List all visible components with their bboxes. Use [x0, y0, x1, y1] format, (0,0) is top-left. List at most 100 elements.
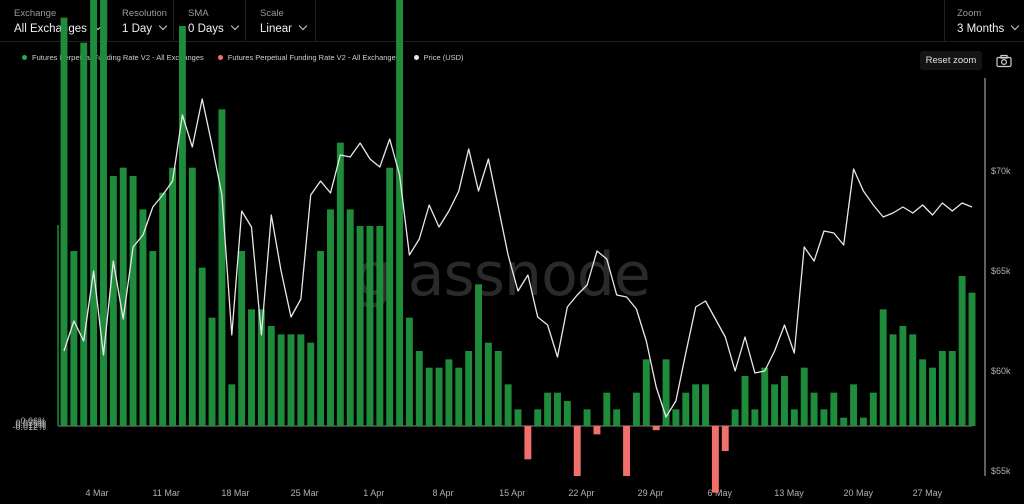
funding-bar-negative — [652, 426, 660, 431]
x-tick-label: 18 Mar — [221, 488, 249, 498]
funding-bar-positive — [60, 17, 68, 426]
exchange-label: Exchange — [14, 8, 57, 19]
funding-bar-positive — [80, 42, 88, 426]
x-tick-label: 8 Apr — [432, 488, 453, 498]
funding-bar-positive — [149, 251, 157, 426]
funding-bar-positive — [90, 0, 98, 426]
funding-bar-positive — [632, 392, 640, 426]
funding-bar-positive — [475, 284, 482, 426]
funding-bar-positive — [198, 267, 206, 426]
funding-bar-positive — [672, 409, 680, 426]
y-left-tick-label: -0.012% — [12, 422, 46, 432]
funding-bar-positive — [238, 251, 246, 426]
x-tick-label: 13 May — [774, 488, 804, 498]
funding-bar-positive — [761, 367, 769, 426]
funding-bar-positive — [919, 359, 927, 426]
funding-bar-positive — [119, 167, 127, 426]
funding-bar-positive — [929, 367, 936, 426]
funding-bar-positive — [899, 326, 907, 426]
funding-bar-positive — [544, 392, 552, 426]
sma-label: SMA — [188, 8, 209, 19]
funding-bar-negative — [573, 426, 581, 476]
scale-label: Scale — [260, 8, 284, 19]
funding-bar-positive — [218, 109, 226, 426]
scale-value: Linear — [260, 23, 292, 35]
funding-bar-positive — [790, 409, 798, 426]
y-right-tick-label: $70k — [991, 166, 1011, 176]
sma-select[interactable]: SMA 0 Days — [174, 0, 246, 42]
legend-dot-price — [413, 55, 419, 60]
funding-bar-positive — [642, 359, 650, 426]
y-left-tick-label: 0.06% — [20, 416, 46, 426]
funding-bar-positive — [879, 309, 887, 426]
chart-legend: Futures Perpetual Funding Rate V2 - All … — [22, 53, 464, 62]
funding-bar-positive — [889, 334, 897, 426]
funding-bar-positive — [109, 176, 117, 426]
funding-bar-positive — [100, 0, 107, 426]
funding-bar-positive — [909, 334, 917, 426]
funding-bar-positive — [465, 351, 473, 426]
funding-bar-positive — [208, 317, 216, 426]
y-right-tick-label: $65k — [991, 266, 1011, 276]
funding-bar-positive — [169, 167, 177, 426]
sma-value: 0 Days — [188, 23, 224, 35]
legend-item-negative[interactable]: Futures Perpetual Funding Rate V2 - All … — [217, 53, 400, 62]
resolution-select[interactable]: Resolution 1 Day — [108, 0, 174, 42]
funding-bar-positive — [850, 384, 858, 426]
funding-bar-positive — [968, 292, 976, 426]
funding-bar-positive — [938, 351, 946, 426]
x-tick-label: 27 May — [913, 488, 943, 498]
funding-bar-negative — [623, 426, 631, 476]
x-tick-label: 25 Mar — [291, 488, 319, 498]
camera-icon[interactable] — [996, 54, 1012, 68]
reset-zoom-button[interactable]: Reset zoom — [920, 51, 982, 70]
funding-bar-negative — [524, 426, 532, 460]
legend-dot-positive — [22, 55, 27, 60]
funding-bar-positive — [563, 401, 571, 426]
y-left-tick-label: 0.012% — [15, 420, 46, 430]
funding-bar-positive — [820, 409, 828, 426]
funding-bar-positive — [455, 367, 463, 426]
funding-bar-positive — [228, 384, 236, 426]
funding-bar-positive — [830, 392, 838, 426]
x-tick-label: 22 Apr — [568, 488, 594, 498]
funding-bar-positive — [504, 384, 512, 426]
legend-label-price: Price (USD) — [423, 53, 464, 62]
legend-item-positive[interactable]: Futures Perpetual Funding Rate V2 - All … — [22, 53, 204, 62]
resolution-label: Resolution — [122, 8, 167, 19]
funding-bar-positive — [484, 342, 492, 426]
funding-bar-negative — [721, 426, 729, 451]
funding-bar-positive — [386, 167, 394, 426]
funding-bar-positive — [771, 384, 779, 426]
legend-item-price[interactable]: Price (USD) — [413, 53, 464, 62]
funding-bar-positive — [248, 309, 255, 426]
funding-bar-positive — [327, 209, 334, 426]
funding-bar-positive — [751, 409, 759, 426]
funding-bar-positive — [554, 392, 561, 426]
legend-label-positive: Futures Perpetual Funding Rate V2 - All … — [32, 53, 204, 62]
funding-bar-positive — [948, 351, 956, 426]
funding-bar-positive — [267, 326, 275, 426]
funding-bar-positive — [613, 409, 621, 426]
zoom-label: Zoom — [957, 8, 982, 19]
exchange-value: All Exchanges — [14, 23, 87, 35]
funding-bar-positive — [178, 26, 186, 427]
funding-bar-positive — [376, 226, 384, 426]
funding-bar-positive — [159, 192, 167, 426]
zoom-select[interactable]: Zoom 3 Months — [944, 0, 1024, 42]
x-tick-label: 11 Mar — [153, 488, 180, 498]
exchange-select[interactable]: Exchange All Exchanges — [0, 0, 108, 42]
funding-bar-negative — [711, 426, 719, 493]
legend-label-negative: Futures Perpetual Funding Rate V2 - All … — [227, 53, 400, 62]
funding-bar-positive — [139, 209, 147, 426]
funding-bar-positive — [662, 359, 670, 426]
funding-bar-positive — [800, 367, 808, 426]
resolution-value: 1 Day — [122, 23, 153, 35]
scale-select[interactable]: Scale Linear — [246, 0, 316, 42]
funding-bar-positive — [277, 334, 285, 426]
funding-bar-positive — [188, 167, 196, 426]
y-right-tick-label: $55k — [991, 466, 1011, 476]
funding-bar-positive — [70, 251, 78, 426]
toolbar: Exchange All Exchanges Resolution 1 Day … — [0, 0, 1024, 42]
